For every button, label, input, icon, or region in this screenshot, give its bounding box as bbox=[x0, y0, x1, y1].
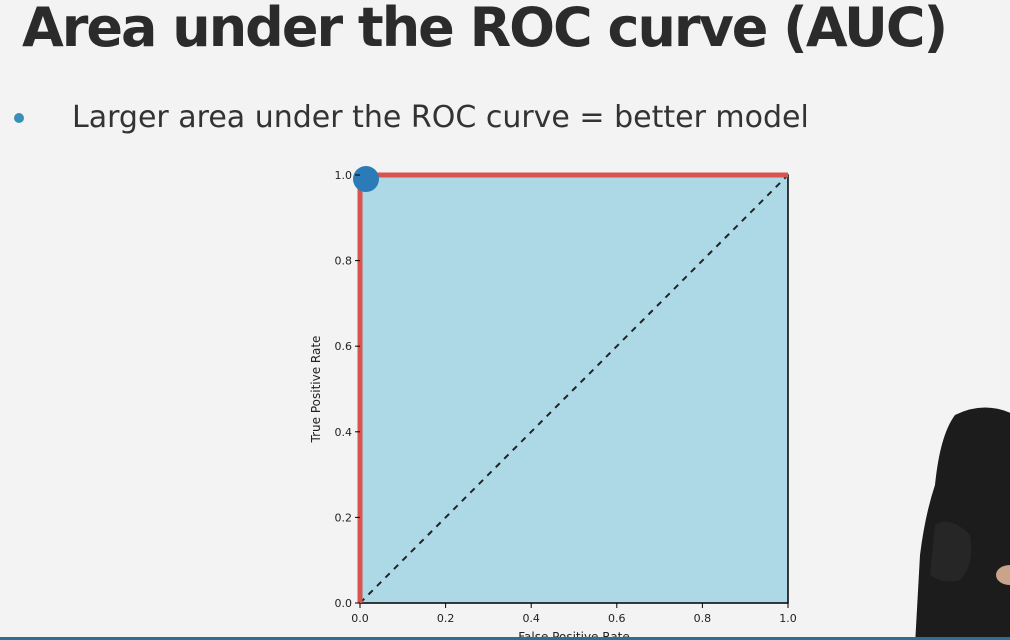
y-axis-label: True Positive Rate bbox=[309, 336, 323, 444]
y-tick-label: 0.8 bbox=[335, 255, 353, 268]
x-tick-label: 0.2 bbox=[437, 612, 455, 625]
y-tick-label: 0.0 bbox=[335, 597, 353, 610]
y-tick-label: 0.2 bbox=[335, 511, 353, 524]
x-tick-label: 0.4 bbox=[522, 612, 540, 625]
slide-title: Area under the ROC curve (AUC) bbox=[22, 0, 948, 59]
roc-chart: 0.0 0.2 0.4 0.6 0.8 1.0 0.0 0.2 0.4 0.6 0.8 1.0 Fals… bbox=[309, 166, 797, 640]
y-tick-label: 1.0 bbox=[335, 169, 353, 182]
chance-line bbox=[359, 174, 789, 604]
x-tick-label: 1.0 bbox=[779, 612, 797, 625]
y-tick-label: 0.6 bbox=[335, 340, 353, 353]
bullet-item: Larger area under the ROC curve = better… bbox=[14, 100, 809, 135]
presenter-figure bbox=[915, 407, 1010, 640]
x-tick-label: 0.8 bbox=[694, 612, 712, 625]
bullet-dot-icon bbox=[14, 112, 24, 123]
x-tick-label: 0.0 bbox=[351, 612, 369, 625]
y-tick-label: 0.4 bbox=[335, 426, 353, 439]
operating-point-marker bbox=[353, 166, 379, 192]
bullet-text: Larger area under the ROC curve = better… bbox=[72, 100, 809, 135]
bottom-bar bbox=[0, 637, 1010, 640]
x-tick-label: 0.6 bbox=[608, 612, 626, 625]
x-axis-label: False Positive Rate bbox=[518, 630, 630, 640]
